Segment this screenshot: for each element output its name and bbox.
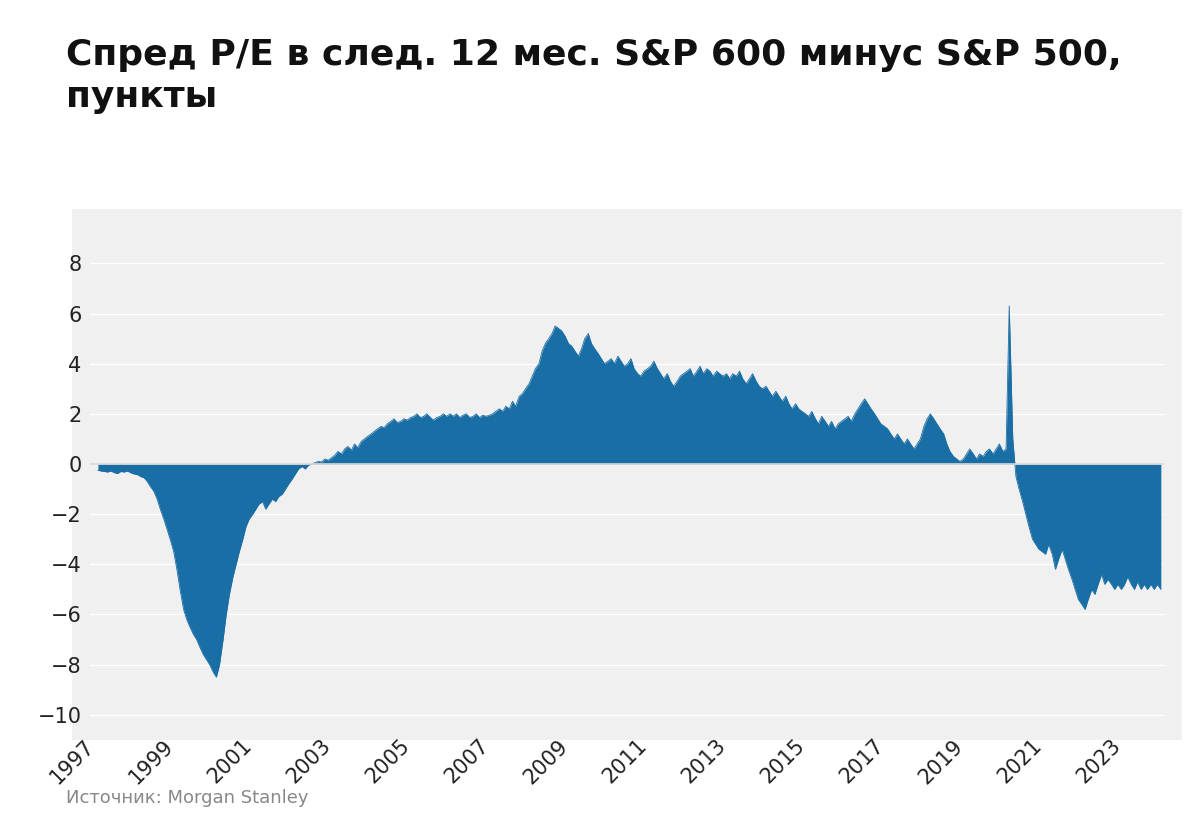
Text: Источник: Morgan Stanley: Источник: Morgan Stanley bbox=[66, 788, 308, 807]
FancyBboxPatch shape bbox=[50, 198, 1200, 751]
Text: Спред P/E в след. 12 мес. S&P 600 минус S&P 500,
пункты: Спред P/E в след. 12 мес. S&P 600 минус … bbox=[66, 38, 1122, 114]
